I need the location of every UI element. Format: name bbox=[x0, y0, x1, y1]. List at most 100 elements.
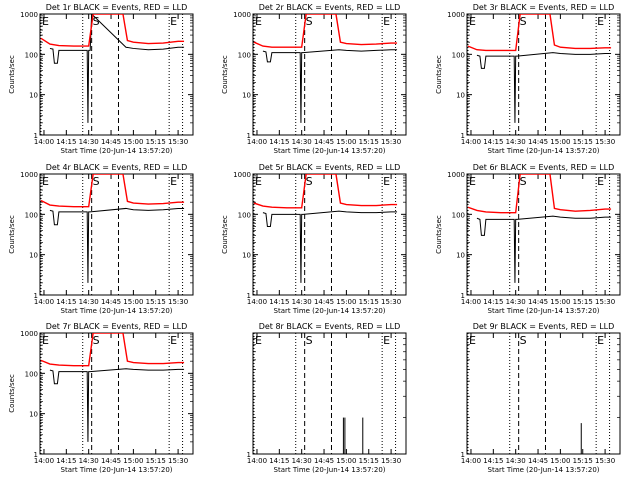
x-tick-label: 15:00 bbox=[336, 298, 356, 306]
plot-frame bbox=[39, 173, 194, 296]
series-lld bbox=[40, 14, 185, 47]
series-group bbox=[40, 174, 185, 283]
detector-panel-1: Det 1r BLACK = Events, RED = LLD 1 10 100 10… bbox=[8, 3, 194, 155]
x-tick-label: 15:30 bbox=[381, 138, 401, 146]
series-group bbox=[253, 14, 398, 123]
x-tick-label: 14:00 bbox=[247, 298, 267, 306]
marker-label-E: E bbox=[383, 175, 390, 188]
x-tick-label: 14:30 bbox=[79, 298, 99, 306]
marker-label-E: E bbox=[383, 15, 390, 28]
x-tick-label: 14:45 bbox=[101, 138, 121, 146]
marker-label-E: E bbox=[170, 175, 177, 188]
series-events bbox=[49, 14, 185, 123]
marker-label-S: S bbox=[520, 334, 527, 347]
x-tick-label: 14:15 bbox=[483, 298, 503, 306]
y-tick-label: 1 bbox=[34, 292, 38, 300]
marker-label-E: E bbox=[42, 334, 49, 347]
x-tick-label: 14:15 bbox=[269, 457, 289, 465]
y-tick-label: 1 bbox=[247, 132, 251, 140]
y-tick-label: 10 bbox=[456, 252, 465, 260]
x-tick-label: 14:15 bbox=[483, 138, 503, 146]
x-tick-label: 14:00 bbox=[34, 298, 54, 306]
y-tick-label: 1 bbox=[34, 451, 38, 459]
y-tick-label: 1 bbox=[461, 292, 465, 300]
marker-label-E: E bbox=[597, 175, 604, 188]
plot-frame bbox=[252, 13, 407, 136]
marker-label-E: E bbox=[255, 15, 262, 28]
x-tick-label: 14:15 bbox=[483, 457, 503, 465]
series-events bbox=[262, 210, 398, 283]
x-tick-label: 14:00 bbox=[34, 457, 54, 465]
y-axis-label: Counts/sec bbox=[8, 374, 16, 413]
y-axis-label: Counts/sec bbox=[435, 55, 443, 94]
x-tick-label: 14:45 bbox=[314, 457, 334, 465]
x-tick-label: 15:30 bbox=[595, 457, 615, 465]
x-tick-label: 14:30 bbox=[292, 138, 312, 146]
series-events bbox=[476, 52, 612, 123]
panel-title: Det 8r BLACK = Events, RED = LLD bbox=[259, 322, 401, 331]
x-tick-label: 14:45 bbox=[101, 457, 121, 465]
y-tick-label: 1000 bbox=[20, 330, 38, 338]
y-tick-label: 1 bbox=[247, 451, 251, 459]
x-tick-label: 15:00 bbox=[123, 457, 143, 465]
series-lld bbox=[467, 174, 612, 214]
x-tick-label: 15:30 bbox=[168, 298, 188, 306]
x-tick-label: 14:00 bbox=[247, 138, 267, 146]
x-tick-label: 14:45 bbox=[528, 457, 548, 465]
y-tick-label: 10 bbox=[456, 92, 465, 100]
x-tick-label: 15:00 bbox=[336, 138, 356, 146]
x-tick-label: 15:15 bbox=[359, 457, 379, 465]
x-tick-label: 15:15 bbox=[146, 457, 166, 465]
x-tick-label: 14:00 bbox=[247, 457, 267, 465]
series-group bbox=[467, 14, 612, 123]
y-tick-label: 1 bbox=[34, 132, 38, 140]
y-tick-label: 100 bbox=[25, 51, 38, 59]
y-tick-label: 10 bbox=[242, 92, 251, 100]
x-tick-label: 14:00 bbox=[34, 138, 54, 146]
marker-label-E: E bbox=[597, 15, 604, 28]
x-tick-label: 14:30 bbox=[79, 457, 99, 465]
x-axis-label: Start Time (20-Jun-14 13:57:20) bbox=[274, 147, 386, 155]
x-tick-label: 15:30 bbox=[168, 457, 188, 465]
plot-frame bbox=[252, 332, 407, 455]
y-axis-label: Counts/sec bbox=[435, 215, 443, 254]
detector-panel-4: Det 4r BLACK = Events, RED = LLD 1 10 100 10… bbox=[8, 163, 194, 315]
x-axis-label: Start Time (20-Jun-14 13:57:20) bbox=[274, 466, 386, 474]
x-axis-label: Start Time (20-Jun-14 13:57:20) bbox=[274, 307, 386, 315]
x-tick-label: 14:15 bbox=[56, 138, 76, 146]
y-tick-label: 1 bbox=[461, 451, 465, 459]
x-tick-label: 14:15 bbox=[269, 298, 289, 306]
y-tick-label: 1000 bbox=[20, 11, 38, 19]
x-tick-label: 14:30 bbox=[506, 298, 526, 306]
panel-title: Det 6r BLACK = Events, RED = LLD bbox=[473, 163, 615, 172]
series-lld bbox=[467, 14, 612, 52]
series-events bbox=[262, 49, 398, 123]
detector-panel-6: Det 6r BLACK = Events, RED = LLD 1 10 100 10… bbox=[435, 163, 621, 315]
panel-title: Det 7r BLACK = Events, RED = LLD bbox=[46, 322, 188, 331]
series-group bbox=[253, 174, 398, 283]
x-tick-label: 15:15 bbox=[573, 138, 593, 146]
series-group bbox=[40, 333, 185, 442]
panel-title: Det 4r BLACK = Events, RED = LLD bbox=[46, 163, 188, 172]
y-axis-label: Counts/sec bbox=[8, 215, 16, 254]
x-tick-label: 15:15 bbox=[573, 298, 593, 306]
series-group bbox=[467, 174, 612, 283]
x-tick-label: 14:30 bbox=[292, 457, 312, 465]
y-tick-label: 100 bbox=[238, 211, 251, 219]
detector-panel-7: Det 7r BLACK = Events, RED = LLD 1 10 100 10… bbox=[8, 322, 194, 474]
x-tick-label: 15:00 bbox=[336, 457, 356, 465]
x-tick-label: 15:30 bbox=[595, 138, 615, 146]
x-tick-label: 15:00 bbox=[550, 138, 570, 146]
x-axis-label: Start Time (20-Jun-14 13:57:20) bbox=[61, 307, 173, 315]
panel-title: Det 3r BLACK = Events, RED = LLD bbox=[473, 3, 615, 12]
x-tick-label: 15:15 bbox=[359, 138, 379, 146]
x-tick-label: 14:00 bbox=[461, 138, 481, 146]
y-tick-label: 100 bbox=[452, 51, 465, 59]
x-tick-label: 14:30 bbox=[79, 138, 99, 146]
y-tick-label: 1000 bbox=[447, 171, 465, 179]
marker-label-E: E bbox=[42, 15, 49, 28]
x-tick-label: 14:30 bbox=[506, 457, 526, 465]
marker-label-E: E bbox=[469, 175, 476, 188]
series-group bbox=[40, 14, 185, 123]
